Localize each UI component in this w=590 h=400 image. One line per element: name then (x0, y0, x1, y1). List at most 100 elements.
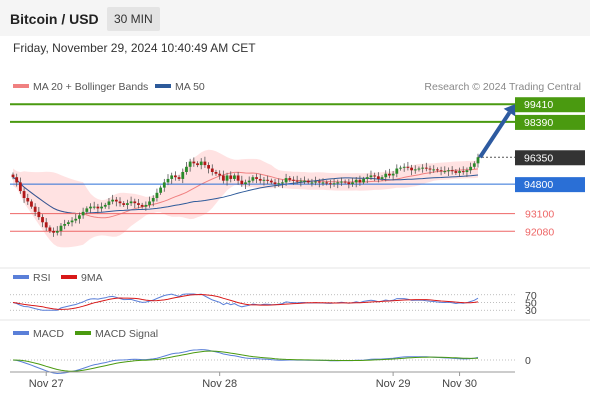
candle-body (196, 163, 199, 166)
candle-body (26, 198, 30, 202)
candle-body (44, 222, 48, 228)
rsi-legend: RSI 9MA (13, 272, 103, 284)
candle-body (306, 180, 310, 183)
candle-body (395, 168, 399, 174)
resistance-tag-99410 (515, 97, 585, 113)
candle-body (358, 179, 362, 183)
ma50-legend-swatch (155, 84, 171, 88)
pivot-tag-94800 (515, 177, 585, 193)
candle-body (151, 198, 155, 202)
candle-body (233, 175, 236, 179)
candle-body (410, 167, 413, 171)
candle-body (137, 203, 140, 205)
bollinger-bands (13, 149, 478, 248)
candlesticks (11, 153, 480, 237)
research-credit: Research © 2024 Trading Central (424, 81, 581, 93)
candle-body (81, 211, 85, 216)
candle-body (103, 204, 107, 207)
macd-line (12, 349, 479, 375)
candle-body (362, 178, 365, 183)
candle-body (70, 220, 74, 223)
ma20-legend-label: MA 20 + Bollinger Bands (33, 81, 148, 93)
timeframe-badge[interactable]: 30 MIN (107, 7, 160, 31)
rsi-line (12, 293, 479, 311)
candle-body (214, 172, 218, 174)
candle-body (454, 171, 458, 173)
candle-body (343, 181, 347, 183)
support-label-93100: 93100 (525, 209, 554, 221)
candle-body (244, 182, 247, 185)
candle-body (148, 201, 151, 205)
rsi-ma-legend-swatch (61, 275, 77, 279)
candle-body (166, 178, 170, 183)
candle-body (48, 227, 52, 231)
rsi-legend-swatch (13, 275, 29, 279)
candle-body (221, 175, 225, 181)
candle-body (354, 179, 358, 183)
candle-body (439, 170, 443, 172)
candle-body (266, 179, 270, 181)
resistance-label-98390: 98390 (524, 117, 553, 129)
candle-body (210, 168, 214, 172)
candle-body (461, 171, 465, 173)
candle-body (373, 175, 377, 177)
moving-averages (12, 168, 479, 219)
x-tick-label: Nov 29 (376, 378, 411, 390)
candle-body (388, 173, 391, 176)
candle-body (225, 175, 229, 181)
candle-body (314, 181, 318, 183)
candle-body (133, 201, 137, 204)
candle-body (328, 183, 332, 185)
ma20-legend-swatch (13, 84, 29, 88)
candle-body (284, 178, 288, 183)
candle-body (55, 230, 59, 233)
candle-body (384, 173, 388, 178)
pivot-label-94800: 94800 (524, 179, 553, 191)
candle-body (140, 204, 144, 207)
rsi-level-label-30: 30 (525, 305, 537, 317)
candle-body (295, 180, 299, 182)
x-tick-label: Nov 28 (202, 378, 237, 390)
candle-body (22, 191, 26, 198)
candle-body (476, 157, 480, 164)
macd-zero-label: 0 (525, 355, 531, 367)
rsi-ma-legend-label: 9MA (81, 272, 103, 284)
candle-body (192, 161, 196, 164)
candle-body (336, 182, 340, 184)
candle-body (11, 174, 15, 178)
candle-body (30, 201, 33, 207)
candle-body (218, 173, 222, 176)
candle-body (41, 217, 44, 223)
candle-body (347, 182, 351, 185)
candle-body (332, 183, 336, 185)
candle-body (181, 172, 185, 179)
candle-body (15, 177, 19, 183)
candle-body (170, 175, 174, 179)
candle-body (92, 206, 96, 208)
instrument-title: Bitcoin / USD (10, 11, 99, 27)
macd-signal-line (12, 350, 479, 372)
candle-body (458, 171, 461, 173)
candle-body (399, 167, 402, 169)
x-tick-label: Nov 27 (29, 378, 64, 390)
support-label-92080: 92080 (525, 226, 554, 238)
candle-body (432, 169, 436, 171)
candle-body (114, 199, 118, 202)
candle-body (173, 175, 177, 178)
candle-body (376, 176, 380, 179)
candle-body (229, 175, 233, 179)
macd-legend: MACD MACD Signal (13, 328, 158, 340)
datetime-stamp: Friday, November 29, 2024 10:40:49 AM CE… (13, 41, 256, 55)
candle-body (365, 177, 369, 179)
candle-body (447, 170, 450, 172)
candle-body (421, 167, 425, 169)
candle-body (255, 177, 258, 179)
x-tick-label: Nov 30 (442, 378, 477, 390)
candle-body (37, 211, 41, 218)
candle-body (74, 218, 78, 221)
ma50-line (12, 174, 479, 215)
candle-body (292, 179, 295, 181)
resistance-label-99410: 99410 (524, 99, 553, 111)
